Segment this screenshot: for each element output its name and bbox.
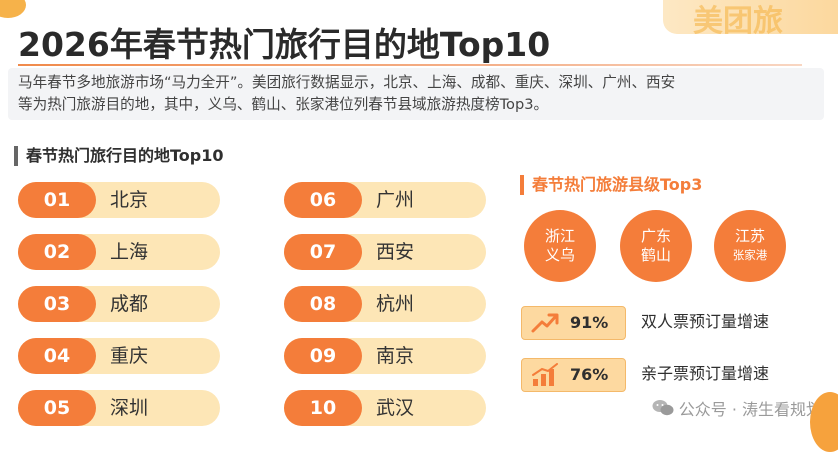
watermark-text: 公众号 · 涛生看规划 — [678, 400, 822, 419]
rank-city: 杭州 — [376, 293, 415, 315]
county-circle: 浙江 义乌 — [524, 210, 596, 282]
wechat-icon — [652, 400, 674, 416]
rank-item: 02 上海 — [18, 234, 220, 270]
rank-item: 07 西安 — [284, 234, 486, 270]
county-heading: 春节热门旅游县级Top3 — [520, 175, 702, 195]
rank-item: 10 武汉 — [284, 390, 486, 426]
rank-city: 重庆 — [110, 345, 149, 367]
header-decoration-text: 美团旅 — [693, 4, 783, 39]
county-circle: 江苏 张家港 — [714, 210, 786, 282]
county-province: 广东 — [640, 227, 671, 245]
rank-city: 南京 — [376, 345, 415, 367]
rank-item: 05 深圳 — [18, 390, 220, 426]
corner-decoration-bottom-right — [810, 392, 838, 452]
stat-badge: 76% — [521, 358, 626, 392]
rank-number: 10 — [284, 390, 362, 426]
page-title: 2026年春节热门旅行目的地Top10 — [18, 25, 551, 64]
intro-box: 马年春节多地旅游市场“马力全开”。美团旅行数据显示，北京、上海、成都、重庆、深圳… — [8, 68, 824, 120]
rank-number: 02 — [18, 234, 96, 270]
intro-line-2: 等为热门旅游目的地，其中，义乌、鹤山、张家港位列春节县域旅游热度榜Top3。 — [18, 96, 549, 113]
rank-city: 上海 — [110, 241, 149, 263]
rank-city: 广州 — [376, 189, 415, 211]
bar-growth-icon — [532, 363, 558, 386]
rank-number: 05 — [18, 390, 96, 426]
rank-city: 成都 — [110, 293, 149, 315]
rank-item: 01 北京 — [18, 182, 220, 218]
county-circle: 广东 鹤山 — [620, 210, 692, 282]
trend-up-arrow-icon — [531, 313, 559, 333]
stat-percent: 76% — [570, 365, 609, 384]
rank-item: 08 杭州 — [284, 286, 486, 322]
rank-number: 04 — [18, 338, 96, 374]
rank-item: 09 南京 — [284, 338, 486, 374]
corner-decoration-top-left — [0, 0, 26, 18]
county-name: 张家港 — [732, 248, 768, 262]
stat-label: 双人票预订量增速 — [641, 312, 770, 331]
rank-number: 06 — [284, 182, 362, 218]
stat-percent: 91% — [570, 313, 609, 332]
county-province: 江苏 — [734, 227, 765, 245]
rank-number: 07 — [284, 234, 362, 270]
title-underline — [18, 64, 802, 66]
rank-city: 深圳 — [110, 397, 149, 419]
rank-item: 03 成都 — [18, 286, 220, 322]
rank-city: 北京 — [110, 189, 149, 211]
county-province: 浙江 — [544, 227, 575, 245]
stat-badge: 91% — [521, 306, 626, 340]
stat-label: 亲子票预订量增速 — [641, 364, 770, 383]
header-decoration: 美团旅 — [663, 0, 838, 39]
rank-number: 03 — [18, 286, 96, 322]
county-name: 义乌 — [544, 246, 575, 264]
intro-line-1: 马年春节多地旅游市场“马力全开”。美团旅行数据显示，北京、上海、成都、重庆、深圳… — [18, 74, 676, 91]
rank-city: 西安 — [376, 241, 415, 263]
rank-number: 09 — [284, 338, 362, 374]
watermark: 公众号 · 涛生看规划 — [652, 396, 822, 420]
county-name: 鹤山 — [640, 246, 671, 264]
top10-heading: 春节热门旅行目的地Top10 — [14, 146, 224, 166]
rank-item: 06 广州 — [284, 182, 486, 218]
rank-item: 04 重庆 — [18, 338, 220, 374]
rank-number: 01 — [18, 182, 96, 218]
rank-number: 08 — [284, 286, 362, 322]
rank-city: 武汉 — [376, 397, 415, 419]
